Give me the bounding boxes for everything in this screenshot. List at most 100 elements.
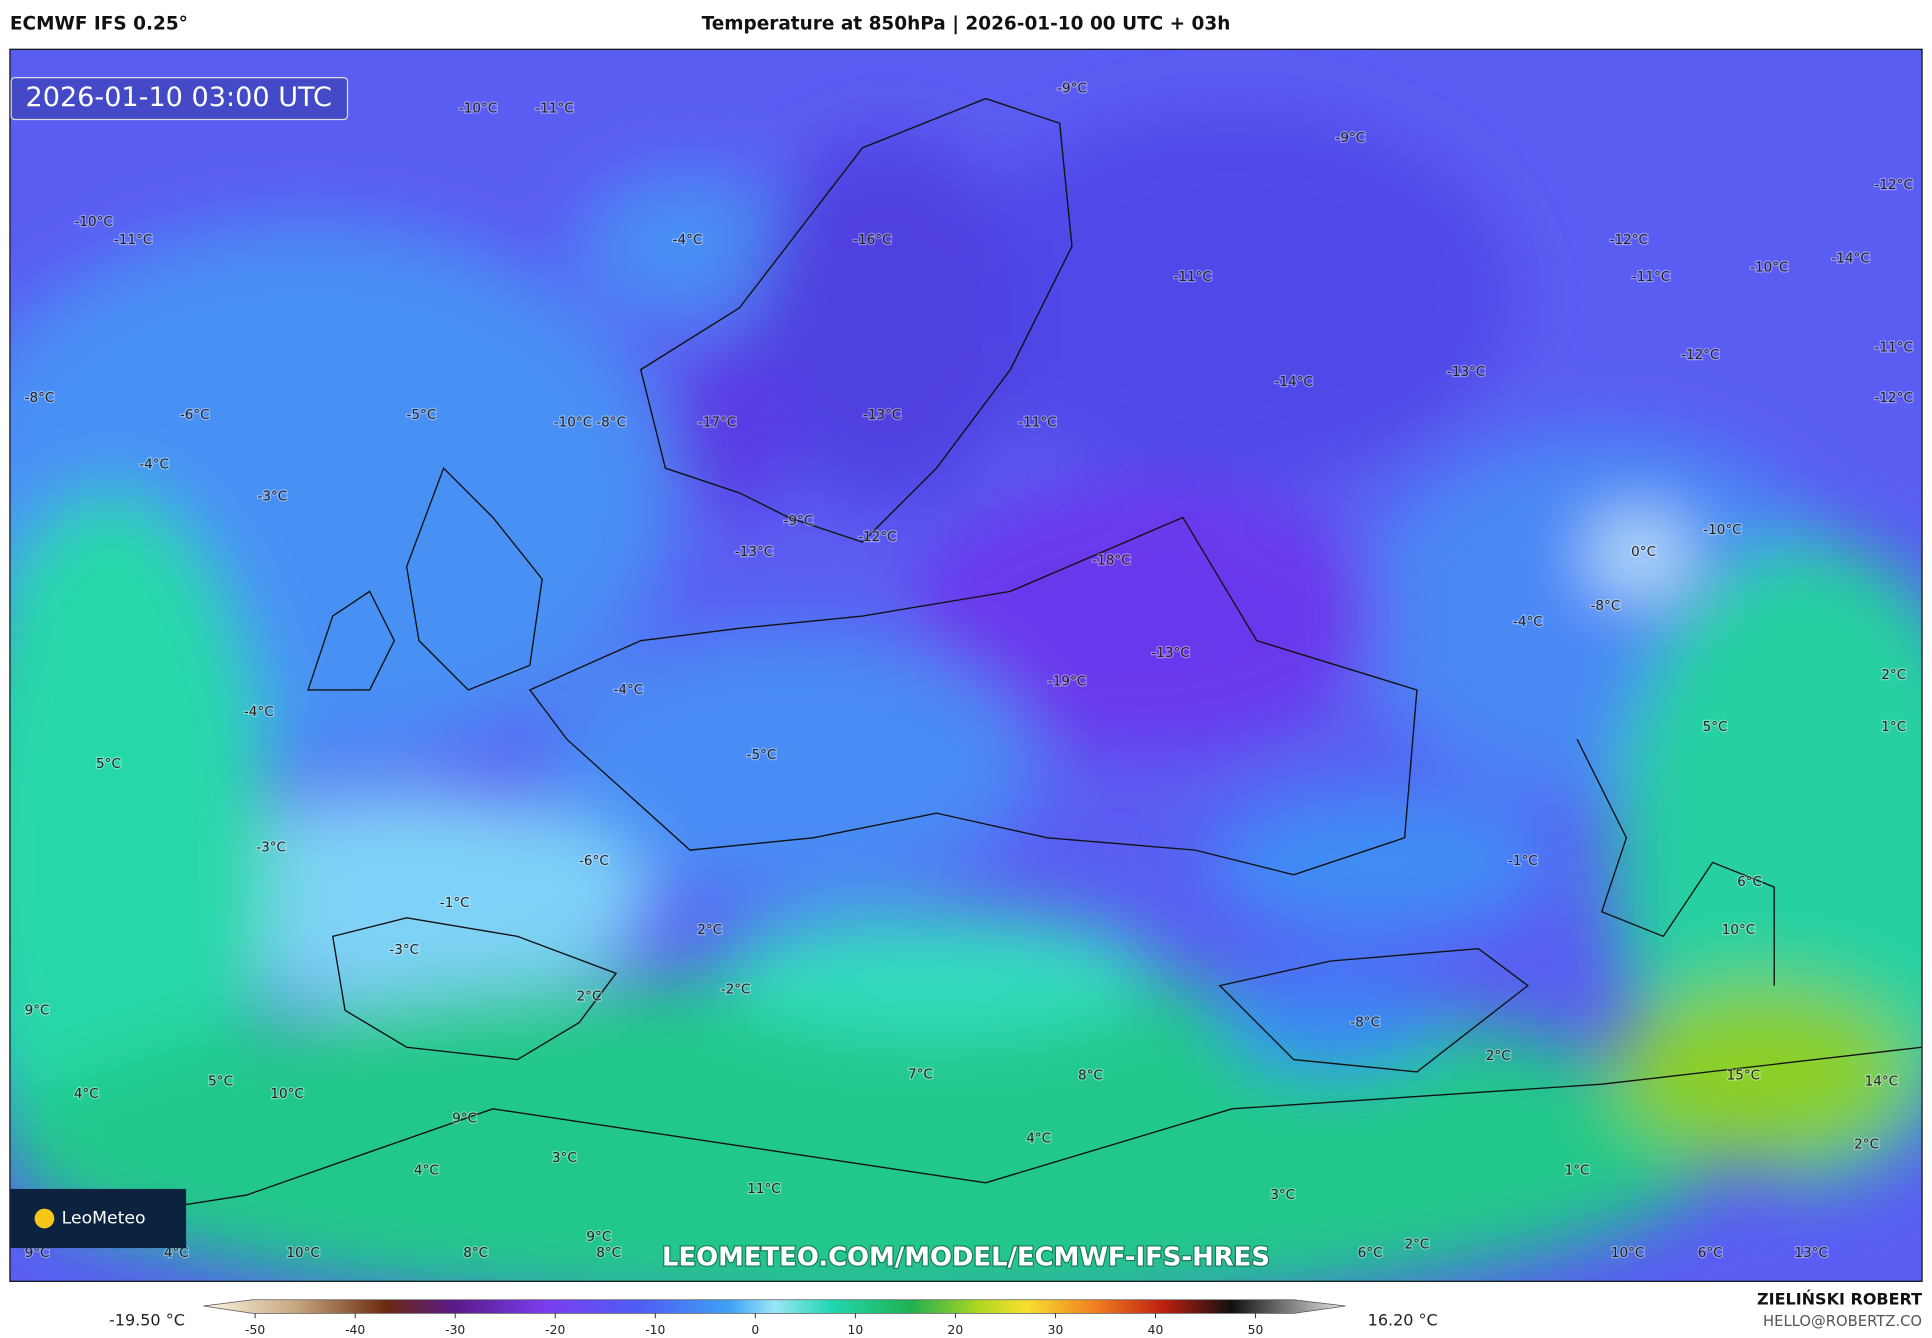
logo-text: LeoMeteo [62,1208,146,1228]
temperature-label: 10°C [270,1086,303,1102]
temperature-label: -11°C [114,232,152,248]
temperature-label: -14°C [1275,374,1313,390]
temperature-label: -12°C [858,529,896,545]
temperature-label: -19°C [1048,673,1086,689]
temperature-label: -1°C [440,895,470,911]
colorbar-ticks: -50 -40 -30 -20 -10 0 10 20 30 40 50 [245,1313,1264,1337]
temperature-label: 2°C [1486,1048,1511,1064]
temperature-label: -13°C [1151,645,1189,661]
temperature-label: -11°C [1174,269,1212,285]
colorbar-tick-label: -40 [345,1323,365,1337]
colorbar-tick-label: -50 [245,1323,265,1337]
colorbar [203,1299,1346,1314]
temperature-label: 5°C [208,1074,233,1090]
temperature-label: -4°C [244,704,274,720]
temperature-label: -13°C [1447,364,1485,380]
temperature-label: 10°C [286,1245,319,1261]
temperature-label: -11°C [1875,339,1913,355]
temperature-label: -10°C [1703,522,1741,538]
colorbar-tick-label: 10 [848,1323,864,1337]
temperature-label: 1°C [1881,719,1906,735]
temperature-label: -16°C [853,232,891,248]
temperature-label: 10°C [1722,922,1755,938]
colorbar-tick-label: -30 [445,1323,465,1337]
timestamp: 2026-01-10 03:00 UTC [25,82,331,113]
temperature-label: -11°C [1018,415,1056,431]
temperature-label: 6°C [1358,1245,1383,1261]
contact: HELLO@ROBERTZ.CO [1763,1313,1922,1330]
temperature-label: -4°C [139,456,169,472]
temperature-label: 13°C [1794,1245,1827,1261]
logo-sun [34,1208,55,1229]
temperature-label: 0°C [1631,544,1656,560]
temperature-label: 11°C [747,1181,780,1197]
temperature-label: 8°C [596,1245,621,1261]
temperature-label: -5°C [407,407,437,423]
temperature-label: 8°C [463,1245,488,1261]
temperature-label: -12°C [1875,390,1913,406]
temperature-label: 2°C [577,989,602,1005]
temperature-label: 5°C [96,756,121,772]
temperature-label: -11°C [535,100,573,116]
temperature-label: -3°C [256,840,286,856]
temperature-label: 9°C [586,1229,611,1245]
map-frame [9,48,1923,1282]
temperature-label: -8°C [1591,598,1621,614]
temperature-label: -3°C [389,942,419,958]
temperature-label: 2°C [1404,1236,1429,1252]
temperature-label: -1°C [1508,853,1538,869]
temperature-label: 6°C [1698,1245,1723,1261]
temperature-label: 10°C [1611,1245,1644,1261]
temperature-label: -9°C [1336,130,1366,146]
temperature-label: -12°C [1875,177,1913,193]
colorbar-max: 16.20 °C [1368,1310,1438,1329]
temperature-label: 5°C [1703,719,1728,735]
temperature-label: -2°C [721,981,751,997]
temperature-label: -4°C [614,682,644,698]
temperature-label: 4°C [164,1245,189,1261]
temperature-label: 2°C [697,922,722,938]
colorbar-min: -19.50 °C [109,1310,185,1329]
temperature-label: -10°C [1750,259,1788,275]
temperature-label: 7°C [908,1066,933,1082]
temperature-label: -8°C [25,390,55,406]
temperature-label: 4°C [1026,1130,1051,1146]
temperature-label: 3°C [1270,1187,1295,1203]
author: ZIELIŃSKI ROBERT [1757,1289,1922,1308]
colorbar-tick-label: 30 [1048,1323,1064,1337]
temperature-label: -12°C [1610,232,1648,248]
colorbar-tick-label: 0 [751,1323,759,1337]
temperature-label: 3°C [552,1150,577,1166]
temperature-label: 8°C [1078,1068,1103,1084]
colorbar-tick-label: 40 [1148,1323,1164,1337]
colorbar-tick-label: -20 [545,1323,565,1337]
colorbar-tick-label: 20 [948,1323,964,1337]
temperature-label: -18°C [1092,553,1130,569]
temperature-label: 4°C [414,1162,439,1178]
temperature-label: -3°C [257,489,287,505]
temperature-label: 1°C [1565,1162,1590,1178]
temperature-label: -8°C [596,415,626,431]
temperature-label: 6°C [1737,874,1762,890]
timestamp-box [10,77,349,121]
coastlines [9,97,1923,1233]
temperature-label: -6°C [579,853,609,869]
temperature-label: -4°C [1513,614,1543,630]
colorbar-tick-label: 50 [1248,1323,1264,1337]
temperature-label: -11°C [1632,269,1670,285]
temperature-label: -8°C [1350,1015,1380,1031]
temperature-label: -6°C [180,407,210,423]
map-title: Temperature at 850hPa | 2026-01-10 00 UT… [702,14,1231,35]
temperature-label: -14°C [1831,251,1869,267]
temperature-label: 15°C [1727,1068,1760,1084]
temperature-label: -13°C [863,407,901,423]
temperature-label: -10°C [459,100,497,116]
temperature-label: -5°C [747,747,777,763]
temperature-label: -9°C [1057,81,1087,97]
temperature-label: 14°C [1865,1074,1898,1090]
temperature-label: -10°C [75,214,113,230]
model-name: ECMWF IFS 0.25° [10,14,188,35]
temperature-label: -4°C [673,232,703,248]
